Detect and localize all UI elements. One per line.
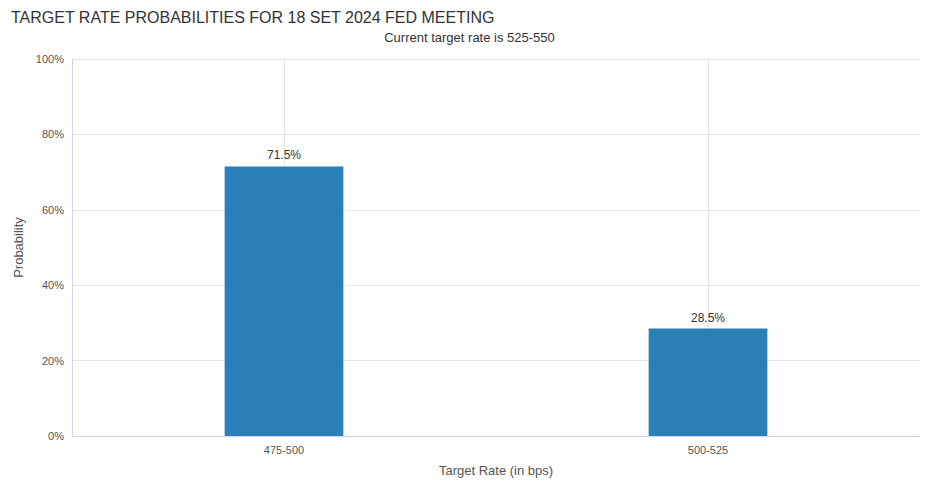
svg-text:Probability: Probability (11, 217, 26, 278)
svg-text:80%: 80% (42, 128, 64, 140)
svg-text:40%: 40% (42, 279, 64, 291)
svg-text:20%: 20% (42, 355, 64, 367)
svg-text:0%: 0% (48, 430, 64, 442)
svg-text:500-525: 500-525 (688, 444, 728, 456)
svg-text:Current target rate is 525-550: Current target rate is 525-550 (384, 30, 555, 45)
svg-text:60%: 60% (42, 204, 64, 216)
svg-text:TARGET RATE PROBABILITIES FOR: TARGET RATE PROBABILITIES FOR 18 SET 202… (11, 9, 494, 26)
svg-text:28.5%: 28.5% (691, 311, 725, 325)
svg-text:475-500: 475-500 (264, 444, 304, 456)
svg-text:71.5%: 71.5% (267, 148, 301, 162)
svg-text:Target Rate (in bps): Target Rate (in bps) (439, 463, 553, 478)
svg-text:100%: 100% (36, 53, 64, 65)
